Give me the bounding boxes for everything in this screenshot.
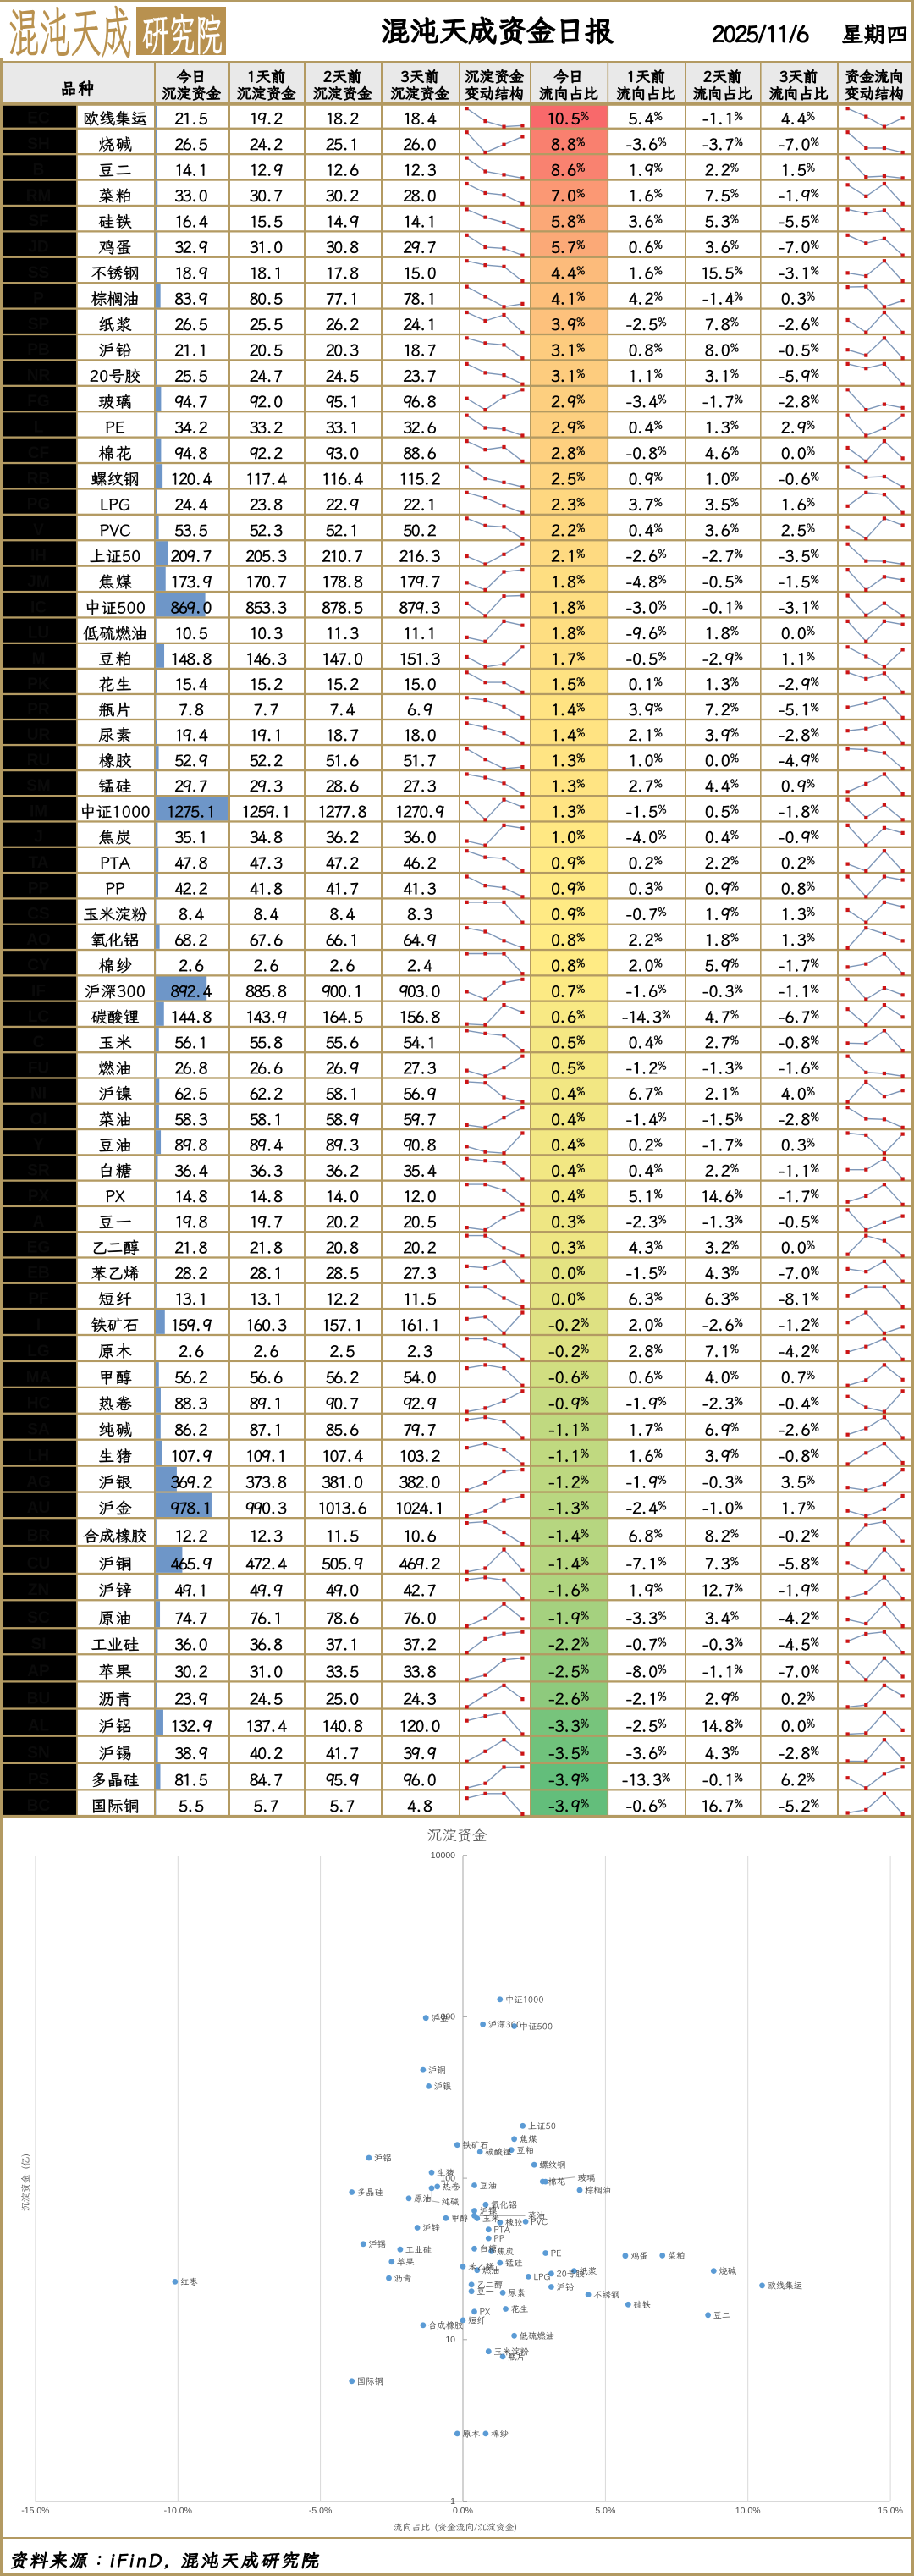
svg-text:BU: BU [27,1690,50,1707]
svg-text:BR: BR [27,1527,51,1545]
svg-text:SI: SI [31,1636,47,1653]
svg-text:10.0%: 10.0% [735,2506,761,2516]
svg-text:CU: CU [27,1555,50,1573]
svg-text:PK: PK [27,676,50,693]
svg-text:SF: SF [28,212,48,230]
svg-text:B: B [33,161,45,179]
svg-text:P: P [33,290,44,307]
svg-text:5.0%: 5.0% [595,2506,615,2516]
svg-text:LC: LC [28,1008,50,1026]
svg-text:0.0%: 0.0% [453,2506,473,2516]
svg-text:PG: PG [27,496,50,514]
svg-text:EG: EG [27,1238,50,1256]
svg-text:FU: FU [28,1059,49,1077]
svg-text:SH: SH [27,135,49,153]
svg-text:NR: NR [27,367,51,385]
svg-text:IC: IC [30,598,47,616]
svg-text:I: I [36,1316,41,1334]
svg-text:15.0%: 15.0% [878,2506,903,2516]
svg-text:RU: RU [27,752,50,769]
svg-text:1: 1 [450,2496,455,2507]
svg-text:-10.0%: -10.0% [164,2506,192,2516]
svg-text:L: L [34,419,44,437]
svg-text:V: V [33,521,44,539]
svg-text:IM: IM [30,803,47,820]
svg-text:PS: PS [28,1771,49,1789]
svg-text:J: J [34,829,43,847]
svg-text:TA: TA [29,854,49,872]
svg-text:10000: 10000 [431,1851,455,1861]
svg-text:M: M [32,650,46,668]
svg-text:RB: RB [27,470,50,488]
svg-text:SC: SC [27,1609,50,1627]
svg-text:SM: SM [26,777,51,795]
svg-text:RM: RM [26,187,52,205]
svg-text:AO: AO [26,931,51,949]
svg-text:FG: FG [27,393,49,411]
svg-text:UR: UR [27,726,51,744]
svg-text:LG: LG [27,1343,49,1360]
svg-text:BC: BC [27,1797,51,1815]
svg-text:SA: SA [27,1421,50,1439]
svg-text:JM: JM [27,573,49,591]
svg-text:EB: EB [27,1265,49,1282]
svg-text:CS: CS [27,906,49,924]
svg-text:SN: SN [27,1745,49,1762]
svg-text:CY: CY [27,957,50,974]
svg-text:C: C [33,1034,45,1051]
svg-text:AG: AG [26,1473,51,1491]
svg-text:NI: NI [30,1085,47,1103]
svg-text:10: 10 [445,2335,455,2345]
svg-text:SS: SS [28,264,49,282]
svg-text:IF: IF [31,983,46,1001]
svg-text:Y: Y [33,1136,44,1154]
svg-text:A: A [33,1213,45,1231]
svg-text:AP: AP [27,1663,50,1680]
svg-text:IH: IH [30,548,47,565]
svg-text:PP: PP [28,880,50,897]
svg-text:LH: LH [28,1448,49,1465]
svg-text:-15.0%: -15.0% [21,2506,49,2516]
svg-text:ZN: ZN [28,1581,49,1599]
svg-text:PB: PB [27,341,49,359]
svg-text:CF: CF [28,444,49,462]
svg-text:OI: OI [30,1111,47,1128]
svg-text:JD: JD [28,239,48,256]
svg-text:LU: LU [28,625,49,643]
svg-text:AL: AL [28,1718,50,1735]
svg-text:HC: HC [27,1395,51,1413]
svg-text:EC: EC [27,110,50,128]
svg-text:-5.0%: -5.0% [309,2506,332,2516]
svg-text:PR: PR [27,701,50,719]
svg-text:SP: SP [28,316,50,334]
svg-text:MA: MA [26,1369,52,1387]
svg-text:SR: SR [27,1162,50,1180]
svg-text:PX: PX [28,1188,50,1205]
svg-text:AU: AU [27,1499,50,1517]
svg-text:PF: PF [28,1290,48,1308]
